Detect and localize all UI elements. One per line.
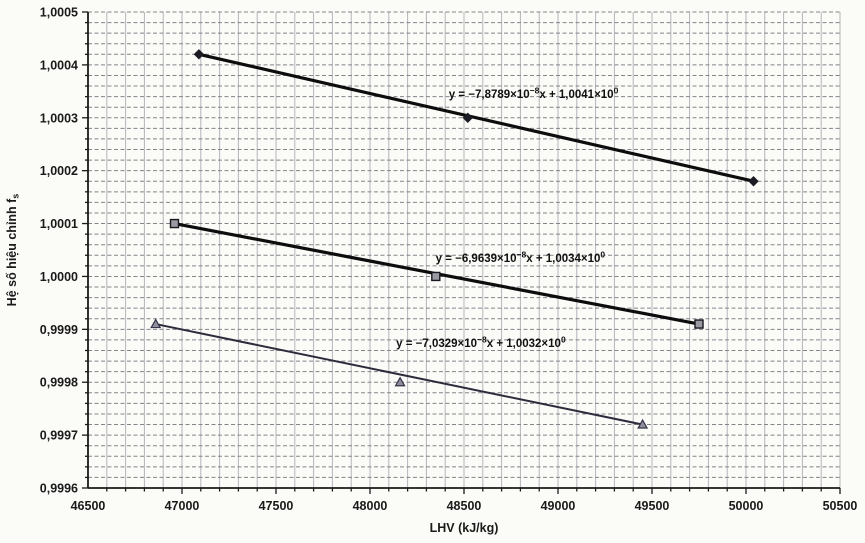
y-tick-label: 0,9999 [40,323,78,337]
x-tick-label: 50500 [823,499,858,513]
x-tick-label: 48500 [447,499,482,513]
x-tick-label: 50000 [729,499,764,513]
x-tick-label: 49000 [541,499,576,513]
y-tick-label: 1,0002 [40,164,78,178]
y-tick-label: 0,9997 [40,429,78,443]
x-tick-label: 47000 [165,499,200,513]
triangle-marker [394,376,406,387]
diamond-marker [193,49,205,60]
square-marker [694,319,704,329]
x-tick-label: 49500 [635,499,670,513]
x-tick-label: 48000 [353,499,388,513]
series-square [169,218,704,329]
x-tick-labels: 46500 47000 47500 48000 48500 49000 49500 50000… [71,499,858,513]
y-tick-label: 0,9998 [40,376,78,390]
y-tick-label: 1,0001 [40,217,78,231]
y-tick-label: 0,9996 [40,482,78,496]
y-tick-label: 1,0000 [40,270,78,284]
x-tick-label: 46500 [71,499,106,513]
triangle-marker [637,418,649,429]
x-tick-label: 47500 [259,499,294,513]
trendline [154,323,644,426]
y-tick-labels: 1,0005 1,0004 1,0003 1,0002 1,0001 1,0000 0,99… [40,6,78,496]
square-marker [431,271,441,282]
series-triangle [150,318,649,429]
triangle-marker [150,318,162,329]
diamond-marker [748,176,759,187]
series-diamond [193,49,759,187]
trendline [197,52,756,183]
vertical-gridlines [106,12,841,488]
diamond-marker [462,112,473,123]
y-tick-label: 1,0005 [40,6,78,20]
y-axis-title: Hệ số hiệu chỉnh fs [5,194,21,307]
y-tick-label: 1,0003 [40,111,78,125]
trendline-equation-label: y = −7,8789×10−8x + 1,0041×100 [449,86,619,102]
y-tick-label: 1,0004 [40,58,78,72]
square-marker [169,218,180,229]
trendline-equation-label: y = −7,0329×10−8x + 1,0032×100 [396,334,566,350]
trendline-equation-label: y = −6,9639×10−8x + 1,0034×100 [436,250,606,266]
horizontal-gridlines [88,11,840,478]
x-axis-title: LHV (kJ/kg) [430,521,499,535]
